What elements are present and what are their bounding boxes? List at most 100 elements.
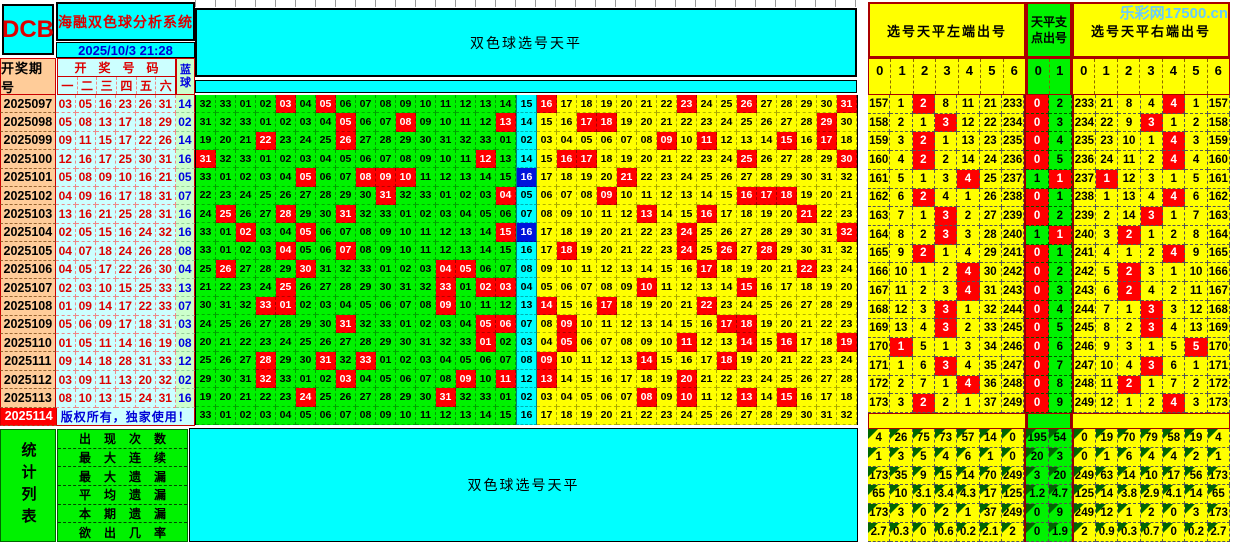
- red-ball-cell: 21: [95, 205, 116, 224]
- number-cell: 18: [717, 351, 737, 370]
- number-cell: 09: [416, 149, 436, 169]
- count-cell: 164: [1207, 225, 1231, 245]
- number-cell: 27: [356, 131, 376, 150]
- draw-row: 2025105 04 07 18 24 26 28 08: [0, 242, 195, 261]
- number-cell: 05: [456, 351, 476, 370]
- number-cell: 19: [577, 168, 597, 187]
- pivot-count-cell: 4: [1049, 132, 1072, 152]
- right-section: 238 1 13 4 4 6 162: [1073, 188, 1231, 208]
- pivot-stat-cell: 0: [1026, 504, 1049, 524]
- red-ball-cell: 10: [115, 168, 136, 187]
- number-cell: 32: [837, 241, 857, 260]
- number-cell: 03: [416, 351, 436, 370]
- number-cell: 29: [396, 388, 416, 407]
- number-cell: 16: [557, 149, 577, 169]
- period-cell: 2025100: [0, 150, 56, 169]
- pivot-stat-cell: 0: [1026, 523, 1049, 542]
- number-cell: 14: [476, 223, 496, 242]
- count-cell: 9: [1096, 338, 1119, 357]
- number-cell: 02: [496, 333, 516, 352]
- count-cell: 3: [1140, 169, 1164, 189]
- number-cell: 15: [557, 296, 577, 315]
- empty-band: [195, 80, 857, 93]
- number-cell: 10: [637, 278, 657, 297]
- number-cell: 25: [216, 314, 236, 334]
- stat-cell: 17: [979, 485, 1002, 505]
- balance-stats-table: 4 26 75 73 57 14 0 195 54 0 19 70 79 58 19 4 1 3 5 4 6 1 0 20 3 0…: [868, 429, 1231, 542]
- number-cell: 21: [617, 406, 637, 425]
- number-cell: 32: [456, 131, 476, 150]
- pivot-stat-cell: 3: [1049, 447, 1072, 467]
- number-cell: 28: [757, 223, 777, 242]
- pivot-number-cell: 05: [516, 186, 537, 205]
- balance-count-row: 167 11 2 3 4 31 243 0 3 243 6 2 4 2 11 167: [868, 282, 1231, 301]
- pivot-count-cell: 0: [1026, 300, 1049, 320]
- red-ball-cell: 03: [55, 370, 76, 390]
- number-cell: 13: [496, 149, 516, 169]
- number-cell: 15: [537, 113, 557, 132]
- count-cell: 4: [1140, 95, 1164, 114]
- number-cell: 12: [436, 406, 456, 425]
- number-cell: 25: [697, 223, 717, 242]
- stat-cell: 58: [1163, 429, 1186, 448]
- red-ball-cell: 13: [95, 389, 116, 408]
- number-cell: 31: [236, 369, 256, 389]
- count-cell: 241: [1073, 244, 1097, 264]
- number-cell: 20: [637, 113, 657, 132]
- count-cell: 6: [912, 356, 935, 376]
- number-cell: 11: [637, 186, 657, 205]
- red-ball-cell: 03: [75, 278, 96, 298]
- number-cell: 14: [657, 314, 677, 334]
- number-cell: 04: [276, 406, 296, 425]
- blue-ball-cell: 16: [175, 150, 195, 169]
- count-cell: 3: [934, 282, 958, 301]
- separator-left: [868, 413, 1026, 429]
- stat-cell: 63: [1096, 466, 1119, 486]
- count-cell: 233: [1073, 95, 1097, 114]
- number-cell: 11: [577, 259, 597, 279]
- number-cell: 06: [316, 168, 336, 187]
- number-cell: 17: [577, 113, 597, 132]
- number-cell: 09: [537, 259, 557, 279]
- number-cell: 25: [276, 278, 296, 297]
- number-cell: 12: [476, 113, 496, 132]
- number-cell: 04: [356, 369, 376, 389]
- count-cell: 234: [1001, 113, 1025, 133]
- red-ball-cell: 10: [75, 389, 96, 408]
- stat-row-label: 出现次数: [58, 430, 187, 449]
- number-cell: 05: [557, 333, 577, 352]
- number-cell: 25: [777, 369, 797, 389]
- number-cell: 14: [737, 333, 757, 352]
- number-cell: 12: [717, 131, 737, 150]
- balance-count-table: 157 1 2 8 11 21 233 0 2 233 21 8 4 4 1 157 158 2 1 3 12 22 234…: [868, 95, 1231, 413]
- number-cell: 04: [316, 149, 336, 169]
- number-cell: 10: [456, 296, 476, 315]
- number-cell: 29: [276, 351, 296, 370]
- red-ball-cell: 05: [75, 334, 96, 353]
- balance-count-row: 159 3 2 1 13 23 235 0 4 235 23 10 1 4 3 159: [868, 132, 1231, 152]
- count-cell: 10: [890, 263, 913, 283]
- number-cell: 23: [657, 406, 677, 425]
- number-cell: 30: [817, 95, 837, 114]
- number-cell: 31: [196, 149, 216, 169]
- pivot-count-cell: 0: [1026, 207, 1049, 226]
- number-cell: 01: [436, 186, 456, 205]
- number-cell: 28: [757, 241, 777, 260]
- number-cell: 05: [296, 406, 316, 425]
- count-cell: 2: [1118, 225, 1141, 245]
- count-cell: 7: [1096, 300, 1119, 320]
- count-cell: 22: [979, 113, 1002, 133]
- balance-grid-row: 33 01 02 03 04 05 06 07 08 09 10 11 12 13 14 15 16 17 18 19…: [196, 406, 857, 425]
- number-cell: 06: [496, 314, 516, 334]
- balance-grid-row: 20 21 22 23 24 25 26 27 28 29 30 31 32 33 01 02 03 04 05 06…: [196, 333, 857, 352]
- number-cell: 16: [797, 388, 817, 407]
- period-cell: 2025108: [0, 297, 56, 316]
- number-cell: 32: [436, 333, 456, 352]
- site-watermark: 乐彩网17500.cn: [1119, 5, 1228, 22]
- number-cell: 03: [256, 241, 276, 260]
- stat-cell: 0: [1001, 447, 1025, 467]
- draw-row: 2025099 09 11 15 17 22 26 14: [0, 131, 195, 151]
- count-cell: 2: [1140, 244, 1164, 264]
- count-cell: 21: [1096, 95, 1119, 114]
